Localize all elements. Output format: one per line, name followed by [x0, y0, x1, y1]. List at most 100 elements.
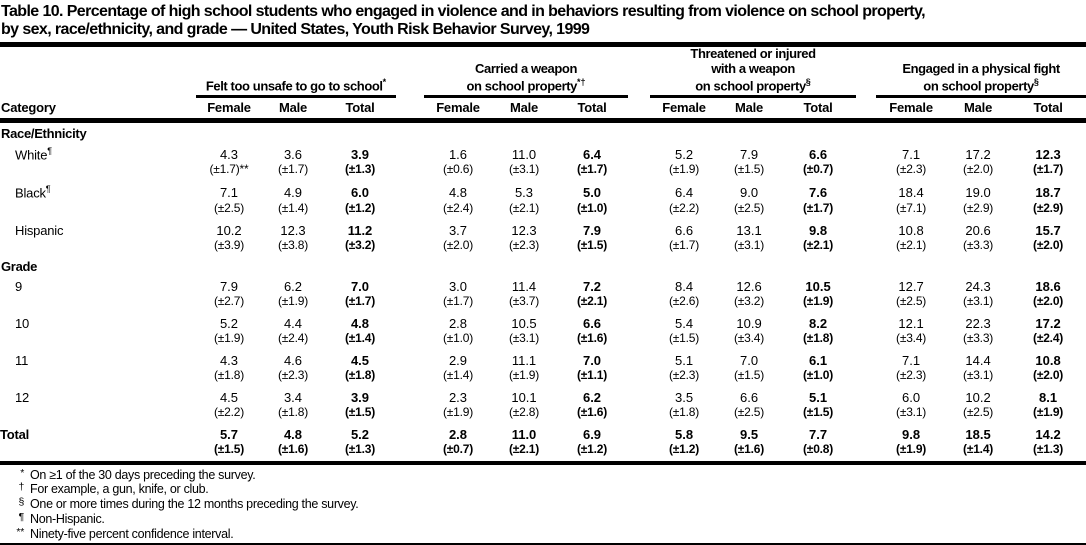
footnote: ¶ Non-Hispanic.: [0, 511, 1086, 527]
ci-cell: (±1.8): [277, 404, 309, 419]
group-header-threatened: Threatened or injured with a weapon on s…: [650, 46, 857, 98]
value-cell: 4.9: [283, 184, 303, 200]
value-cell: 6.6: [582, 315, 602, 331]
ci-cell: (±1.5): [344, 404, 376, 419]
ci-cell: (±3.7): [508, 293, 540, 308]
column-gap: [628, 423, 650, 442]
value-cell: 5.3: [514, 184, 534, 200]
value-cell: 6.1: [809, 352, 828, 368]
column-gap: [628, 349, 650, 368]
value-cell: 22.3: [965, 315, 991, 331]
value-cell: 12.3: [1035, 146, 1061, 162]
ci-cell: (±3.1): [896, 404, 927, 419]
ci-cell: (±3.2): [734, 293, 765, 308]
column-gap: [396, 331, 424, 349]
footnote: § One or more times during the 12 months…: [0, 496, 1086, 512]
ci-cell: (±1.3): [344, 162, 376, 177]
footnote-rule: [0, 460, 1086, 465]
ci-cell: (±0.6): [442, 162, 474, 177]
value-cell: 5.8: [674, 426, 694, 442]
ci-cell: (±1.6): [576, 330, 608, 345]
value-cell: 5.1: [674, 352, 694, 368]
value-cell: 12.7: [898, 278, 924, 294]
value-cell: 20.6: [965, 222, 991, 238]
value-cell: 7.9: [219, 278, 239, 294]
category-col-spacer: [0, 47, 196, 98]
row-label: Black¶: [0, 180, 196, 200]
value-cell: 18.5: [965, 426, 991, 442]
column-gap: [856, 423, 876, 442]
value-cell: 3.6: [283, 146, 303, 162]
value-cell: 6.6: [674, 222, 694, 238]
ci-cell: (±1.4): [442, 367, 474, 382]
value-cell: 5.2: [219, 315, 239, 331]
ci-cell: (±2.8): [508, 404, 540, 419]
value-cell: 7.9: [582, 222, 602, 238]
column-gap: [628, 47, 650, 98]
col-header-male: Male: [718, 97, 781, 123]
ci-cell: (±2.5): [896, 293, 927, 308]
title-rule: [0, 41, 1086, 47]
ci-row: (±2.2) (±1.8) (±1.5) (±1.9) (±2.8) (±1.6) (±1.…: [0, 405, 1086, 423]
column-gap: [628, 331, 650, 349]
column-gap: [396, 368, 424, 386]
column-gap: [396, 142, 424, 162]
column-gap: [856, 162, 876, 180]
ci-cell: (±2.2): [213, 404, 245, 419]
ci-cell: (±1.9): [803, 293, 834, 308]
col-header-female: Female: [650, 97, 719, 123]
column-gap: [856, 405, 876, 423]
value-cell: 3.0: [448, 278, 468, 294]
ci-row: (±2.5) (±1.4) (±1.2) (±2.4) (±2.1) (±1.0) (±2.…: [0, 201, 1086, 219]
value-cell: 6.6: [809, 146, 828, 162]
ci-cell: (±3.9): [213, 237, 245, 252]
value-cell: 15.7: [1035, 222, 1061, 238]
value-cell: 4.8: [448, 184, 468, 200]
column-gap: [628, 294, 650, 312]
row-label: Hispanic: [0, 219, 196, 238]
footnote-marker: *: [20, 466, 24, 479]
value-cell: 2.9: [448, 352, 468, 368]
footnote-marker: §: [18, 496, 24, 509]
row-label-empty: [0, 442, 196, 460]
ci-cell: (±1.8): [344, 367, 376, 382]
group-label: Carried a weapon on school property: [466, 60, 578, 93]
footnote-marker: **: [16, 525, 24, 538]
value-cell: 24.3: [965, 278, 991, 294]
column-gap: [396, 201, 424, 219]
group-label-marker: *†: [577, 76, 586, 87]
ci-cell: (±1.5): [576, 237, 608, 252]
group-label-marker: §: [1033, 76, 1039, 87]
value-cell: 14.4: [965, 352, 991, 368]
ci-cell: (±1.0): [803, 367, 834, 382]
value-cell: 6.0: [902, 389, 921, 405]
ci-cell: (±2.9): [963, 200, 994, 215]
value-cell: 10.8: [898, 222, 924, 238]
ci-cell: (±1.7): [344, 293, 376, 308]
value-cell: 10.1: [511, 389, 537, 405]
value-cell: 4.5: [350, 352, 370, 368]
value-cell: 11.0: [511, 426, 537, 442]
section-label: Race/Ethnicity: [1, 125, 87, 141]
ci-cell: (±1.9): [442, 404, 474, 419]
value-cell: 7.6: [809, 184, 828, 200]
value-cell: 7.7: [809, 426, 828, 442]
row-label-text: Total: [0, 426, 30, 442]
column-gap: [856, 386, 876, 405]
col-header-male: Male: [492, 97, 556, 123]
table-body: Race/Ethnicity White¶ 4.3 3.6 3.9 1.6 11.0 6.4 5…: [0, 120, 1086, 459]
value-cell: 11.1: [511, 352, 537, 368]
column-gap: [856, 294, 876, 312]
value-cell: 4.3: [219, 352, 239, 368]
value-cell: 7.1: [219, 184, 239, 200]
value-cell: 5.2: [350, 426, 370, 442]
value-cell: 10.9: [736, 315, 762, 331]
group-underline: Carried a weapon on school property*†: [424, 60, 629, 98]
value-cell: 18.6: [1035, 278, 1061, 294]
value-cell: 9.5: [739, 426, 759, 442]
ci-cell: (±1.6): [734, 441, 765, 456]
column-gap: [628, 219, 650, 238]
value-cell: 11.2: [347, 222, 373, 238]
value-cell: 3.5: [674, 389, 694, 405]
column-gap: [396, 294, 424, 312]
